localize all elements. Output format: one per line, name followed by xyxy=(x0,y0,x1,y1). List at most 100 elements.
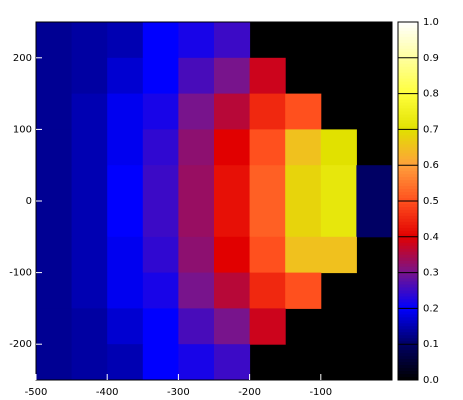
heat-cell xyxy=(71,308,108,345)
heat-cell xyxy=(214,344,251,381)
colorbar-slice xyxy=(398,198,418,202)
colorbar-slice xyxy=(398,350,418,354)
colorbar-slice xyxy=(398,63,418,68)
colorbar-slice xyxy=(398,248,418,253)
heat-cell xyxy=(214,236,251,274)
heat-cell xyxy=(214,165,251,202)
colorbar-slice xyxy=(398,183,418,187)
heat-cell xyxy=(320,236,357,274)
heat-cell xyxy=(249,236,286,274)
colorbar-slice xyxy=(398,227,418,232)
heat-cell xyxy=(249,93,286,130)
colorbar-slice xyxy=(398,72,418,77)
heat-cell xyxy=(178,57,215,95)
colorbar-slice xyxy=(398,338,418,342)
colorbar-slice xyxy=(398,221,418,226)
colorbar-tick-label: 0.2 xyxy=(423,303,439,314)
colorbar-slice xyxy=(398,189,418,193)
colorbar-slice xyxy=(398,329,418,333)
colorbar-slice xyxy=(398,266,418,271)
colorbar-slice xyxy=(398,66,418,71)
colorbar-slice xyxy=(398,206,418,211)
heat-cell xyxy=(214,201,251,238)
heat-cell xyxy=(178,272,215,309)
heat-cell xyxy=(107,57,144,95)
heat-cell xyxy=(178,129,215,166)
colorbar-slice xyxy=(398,254,418,259)
colorbar-slice xyxy=(398,305,418,309)
colorbar-slice xyxy=(398,317,418,321)
colorbar-slice xyxy=(398,30,418,35)
heat-cell xyxy=(36,129,73,166)
colorbar-slice xyxy=(398,186,418,190)
heat-cell xyxy=(214,308,251,345)
colorbar-slice xyxy=(398,224,418,229)
colorbar-slice xyxy=(398,108,418,112)
heat-cell xyxy=(142,129,179,166)
colorbar-slice xyxy=(398,308,418,312)
colorbar-slice xyxy=(398,156,418,160)
colorbar-slice xyxy=(398,102,418,107)
colorbar-slice xyxy=(398,90,418,95)
colorbar-slice xyxy=(398,111,418,115)
colorbar-slice xyxy=(398,374,418,378)
heat-cell xyxy=(71,272,108,309)
colorbar-tick-label: 1.0 xyxy=(423,17,439,28)
colorbar-slice xyxy=(398,326,418,330)
colorbar-tick-label: 0.1 xyxy=(423,339,439,350)
colorbar-slice xyxy=(398,60,418,65)
heat-cell xyxy=(71,165,108,202)
colorbar-slice xyxy=(398,78,418,83)
colorbar-slice xyxy=(398,99,418,104)
colorbar-slice xyxy=(398,230,418,235)
colorbar-slice xyxy=(398,81,418,86)
heat-cell xyxy=(71,93,108,130)
colorbar-slice xyxy=(398,54,418,59)
colorbar-slice xyxy=(398,129,418,133)
x-tick-label: -300 xyxy=(167,387,190,398)
colorbar-slice xyxy=(398,138,418,142)
colorbar-slice xyxy=(398,353,418,357)
heat-cell xyxy=(285,165,322,202)
x-tick-label: -100 xyxy=(309,387,332,398)
heat-cell xyxy=(107,201,144,238)
heat-cell xyxy=(285,93,322,130)
colorbar-slice xyxy=(398,269,418,274)
heat-cell xyxy=(249,57,286,95)
colorbar-slice xyxy=(398,45,418,50)
colorbar-slice xyxy=(398,87,418,92)
colorbar-slice xyxy=(398,314,418,318)
heat-cell xyxy=(178,22,215,59)
heat-cell xyxy=(107,344,144,381)
heat-cell xyxy=(356,201,393,238)
colorbar-slice xyxy=(398,245,418,250)
heat-cell xyxy=(71,57,108,95)
colorbar-slice xyxy=(398,263,418,268)
colorbar-slice xyxy=(398,36,418,41)
heat-cell xyxy=(320,201,357,238)
heat-cell xyxy=(36,201,73,238)
colorbar-slice xyxy=(398,335,418,339)
colorbar-slice xyxy=(398,377,418,381)
heat-cell xyxy=(71,201,108,238)
colorbar-slice xyxy=(398,144,418,148)
heat-cell xyxy=(320,129,357,166)
heat-cell xyxy=(214,272,251,309)
heat-cell xyxy=(142,236,179,274)
colorbar-slice xyxy=(398,275,418,280)
colorbar-slice xyxy=(398,141,418,145)
colorbar-slice xyxy=(398,260,418,265)
heat-cell xyxy=(107,308,144,345)
heat-cell xyxy=(249,201,286,238)
colorbar-slice xyxy=(398,33,418,38)
colorbar-slice xyxy=(398,69,418,74)
heat-cell xyxy=(285,129,322,166)
colorbar-slice xyxy=(398,212,418,217)
colorbar-slice xyxy=(398,320,418,324)
colorbar-slice xyxy=(398,362,418,366)
colorbar-tick-label: 0.0 xyxy=(423,375,439,386)
colorbar-slice xyxy=(398,51,418,56)
heat-cell xyxy=(71,344,108,381)
heat-cell xyxy=(320,165,357,202)
colorbar-slice xyxy=(398,93,418,98)
